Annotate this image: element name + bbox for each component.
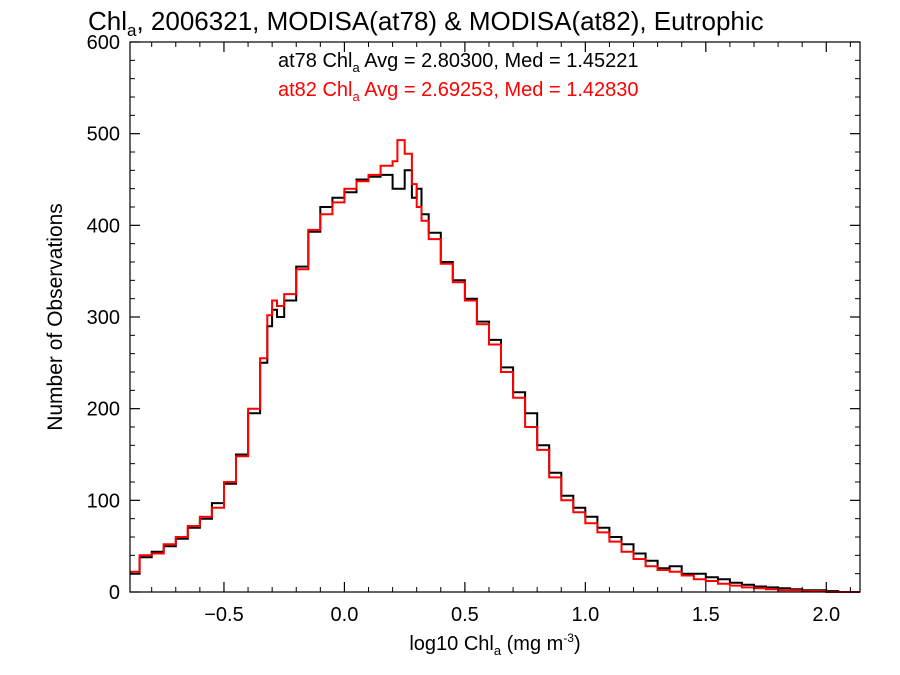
y-tick-label: 200	[87, 399, 120, 421]
x-tick-label: 1.0	[571, 604, 599, 626]
chart-title: Chla, 2006321, MODISA(at78) & MODISA(at8…	[88, 6, 764, 40]
x-axis-label: log10 Chla (mg m-3)	[409, 631, 580, 658]
x-tick-label: 1.5	[692, 604, 720, 626]
y-tick-label: 300	[87, 307, 120, 329]
annotation-at78: at78 Chla Avg = 2.80300, Med = 1.45221	[278, 50, 638, 75]
tick-layer: −0.5 0.0 0.5 1.0 1.5 2.0 0 100 200 300 400 500 600	[87, 32, 860, 626]
y-axis-label: Number of Observations	[44, 203, 67, 431]
plot-frame	[129, 41, 861, 593]
series-layer	[130, 139, 860, 593]
y-tick-label: 500	[87, 124, 120, 146]
y-tick-label: 100	[87, 490, 120, 512]
x-tick-label: 2.0	[812, 604, 840, 626]
series-line-1	[130, 139, 860, 593]
x-tick-label: 0.5	[451, 604, 479, 626]
y-tick-label: 600	[87, 32, 120, 54]
annotation-at82: at82 Chla Avg = 2.69253, Med = 1.42830	[278, 79, 638, 104]
x-tick-label: −0.5	[204, 604, 243, 626]
series-line-0	[130, 169, 860, 593]
y-tick-label: 400	[87, 215, 120, 237]
y-tick-label: 0	[109, 582, 120, 604]
x-tick-label: 0.0	[331, 604, 359, 626]
